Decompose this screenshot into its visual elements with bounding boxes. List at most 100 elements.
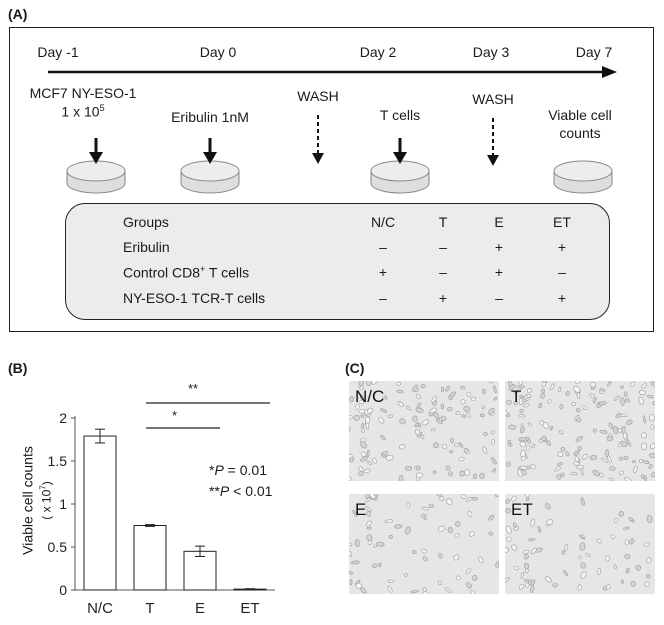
cell-shape xyxy=(506,399,512,405)
cell-shape xyxy=(422,556,428,562)
cell-shape xyxy=(601,457,608,463)
cell-shape xyxy=(575,435,584,442)
cell-shape xyxy=(559,404,564,410)
cell-shape xyxy=(417,431,423,438)
cell-shape xyxy=(455,411,460,415)
cell-shape xyxy=(365,506,372,512)
cell-shape xyxy=(417,422,422,428)
cell-shape xyxy=(399,418,406,425)
cell-shape xyxy=(470,396,477,401)
cell-shape xyxy=(422,591,429,594)
cell-shape xyxy=(525,445,531,451)
cell-shape xyxy=(412,384,418,393)
cell-shape xyxy=(482,446,488,454)
significance-star-single: * xyxy=(172,408,178,423)
cell-shape xyxy=(406,502,411,508)
cell-shape xyxy=(406,405,412,411)
table-header-groups: Groups xyxy=(123,214,169,230)
cell-shape xyxy=(573,385,581,393)
cell-shape xyxy=(470,589,475,594)
cell-shape xyxy=(514,390,519,394)
wash-step-1-label: WASH xyxy=(297,88,339,104)
cell-shape xyxy=(440,403,445,410)
table-cell: + xyxy=(557,290,567,306)
cell-shape xyxy=(558,429,564,435)
cell-shape xyxy=(459,442,464,448)
cell-shape xyxy=(463,447,469,453)
cell-shape xyxy=(618,511,624,517)
cell-shape xyxy=(597,568,601,575)
cell-shape xyxy=(513,526,520,531)
cell-shape xyxy=(454,533,460,538)
cell-shape xyxy=(372,563,378,569)
cell-shape xyxy=(565,390,570,396)
microscopy-image-nc: N/C xyxy=(349,381,499,481)
cell-shape xyxy=(642,460,650,464)
cell-shape xyxy=(615,412,622,419)
cell-shape xyxy=(605,449,609,458)
cell-shape xyxy=(581,405,588,410)
cell-shape xyxy=(543,381,548,383)
cell-shape xyxy=(466,412,471,418)
cell-shape xyxy=(618,456,624,461)
panel-a-label: (A) xyxy=(8,6,28,22)
cell-shape xyxy=(397,401,404,408)
cell-shape xyxy=(396,389,404,394)
cell-shape xyxy=(518,583,525,590)
cell-shape xyxy=(541,435,547,442)
x-tick-label: ET xyxy=(240,600,259,617)
cell-shape xyxy=(523,562,530,570)
cell-shape xyxy=(538,403,543,409)
cell-shape xyxy=(638,396,644,405)
cell-shape xyxy=(557,451,564,457)
cell-shape xyxy=(467,510,473,518)
cell-shape xyxy=(635,564,642,571)
cell-shape xyxy=(440,415,447,421)
cell-shape xyxy=(388,579,395,583)
dashed-arrow-icon xyxy=(487,118,499,166)
cell-shape xyxy=(550,383,555,391)
cell-shape xyxy=(358,471,364,477)
cell-shape xyxy=(461,414,466,418)
cell-shape xyxy=(518,437,527,442)
table-cell: – xyxy=(558,264,566,280)
cell-shape xyxy=(598,401,607,406)
cell-shape xyxy=(623,526,630,530)
table-row-eribulin-label: Eribulin xyxy=(123,239,170,255)
day-7-label: Day 7 xyxy=(575,44,613,60)
cell-shape xyxy=(546,519,554,525)
table-cell: + xyxy=(438,290,448,306)
cell-shape xyxy=(563,543,568,552)
cell-shape xyxy=(523,403,530,408)
cell-shape xyxy=(545,503,551,510)
x-tick-label: E xyxy=(195,600,205,617)
cell-shape xyxy=(526,388,532,394)
cell-shape xyxy=(556,474,562,480)
cell-shape xyxy=(651,471,655,478)
cell-shape xyxy=(442,444,447,449)
microscopy-label: E xyxy=(355,500,367,519)
cell-shape xyxy=(560,447,566,452)
cell-shape xyxy=(640,432,647,439)
cell-shape xyxy=(488,531,494,536)
cell-shape xyxy=(511,544,518,551)
cell-shape xyxy=(378,417,385,424)
significance-star-double: ** xyxy=(188,381,199,396)
cell-shape xyxy=(481,405,486,410)
cell-shape xyxy=(444,587,452,593)
cell-shape xyxy=(642,415,647,424)
cell-shape xyxy=(354,539,360,547)
cell-shape xyxy=(358,381,365,386)
cell-shape xyxy=(349,456,355,463)
cell-shape xyxy=(644,542,650,547)
cell-shape xyxy=(530,585,535,593)
cell-shape xyxy=(524,568,529,574)
cell-shape xyxy=(421,506,429,511)
cell-shape xyxy=(359,385,364,390)
dashed-arrow-icon xyxy=(312,115,324,164)
cell-shape xyxy=(561,550,566,555)
table-header-t: T xyxy=(438,214,448,230)
cell-shape xyxy=(492,468,497,473)
cell-shape xyxy=(373,544,377,548)
cell-shape xyxy=(423,516,428,520)
